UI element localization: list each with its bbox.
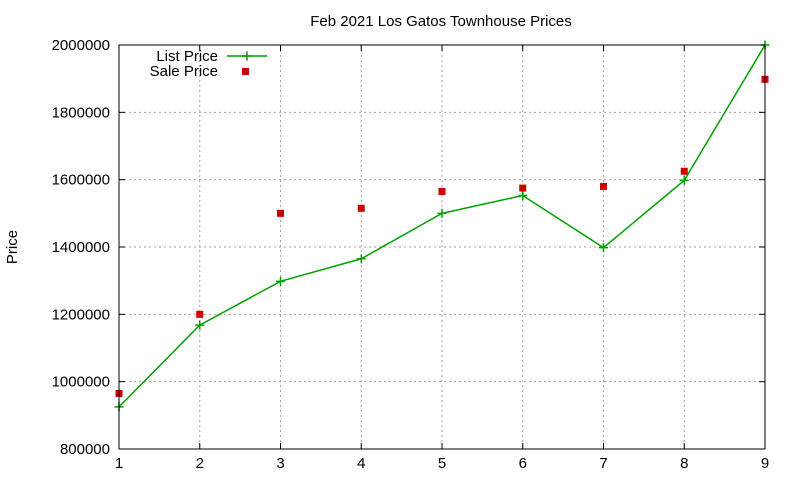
legend-label-list-price: List Price xyxy=(156,48,218,65)
y-tick-label: 1400000 xyxy=(52,239,110,256)
legend: List Price Sale Price xyxy=(150,48,267,80)
x-tick-label: 5 xyxy=(438,455,446,472)
x-tick-label: 3 xyxy=(276,455,284,472)
legend-label-sale-price: Sale Price xyxy=(150,63,218,80)
sale-price-point xyxy=(600,182,607,190)
x-tick-label: 8 xyxy=(680,455,688,472)
list-price-point xyxy=(356,254,366,264)
chart-title: Feb 2021 Los Gatos Townhouse Prices xyxy=(310,13,572,30)
y-tick-label: 1600000 xyxy=(52,172,110,189)
plot-series xyxy=(114,40,770,412)
legend-marker-list-price xyxy=(242,51,252,61)
list-price-point xyxy=(518,190,528,200)
grid xyxy=(119,45,765,449)
y-axis-label: Price xyxy=(4,230,21,264)
sale-price-point xyxy=(438,187,446,195)
legend-plus-icon xyxy=(242,51,252,61)
y-tick-label: 800000 xyxy=(60,441,110,458)
x-tick-label: 7 xyxy=(599,455,607,472)
y-tick-label: 1800000 xyxy=(52,104,110,121)
x-tick-label: 6 xyxy=(519,455,527,472)
list-price-point xyxy=(276,276,285,286)
y-tick-label: 1200000 xyxy=(52,306,110,323)
sale-price-point xyxy=(680,167,688,175)
y-tick-label: 1000000 xyxy=(52,374,110,391)
x-tick-label: 9 xyxy=(761,455,769,472)
x-tick-label: 2 xyxy=(196,455,204,472)
y-tick-label: 2000000 xyxy=(52,37,110,54)
sale-price-point xyxy=(277,209,284,217)
sale-price-point xyxy=(196,310,204,318)
legend-marker-sale-price xyxy=(242,68,249,75)
x-tick-label: 4 xyxy=(357,455,365,472)
axis-ticks: 800000 1000000 1200000 1400000 1600000 180000… xyxy=(52,37,770,472)
sale-price-point xyxy=(357,204,365,212)
list-price-point xyxy=(437,208,447,218)
list-price-point xyxy=(679,175,689,185)
list-price-point xyxy=(195,320,205,330)
sale-price-point xyxy=(519,184,527,192)
x-tick-label: 1 xyxy=(115,455,123,472)
list-price-point xyxy=(599,243,608,253)
